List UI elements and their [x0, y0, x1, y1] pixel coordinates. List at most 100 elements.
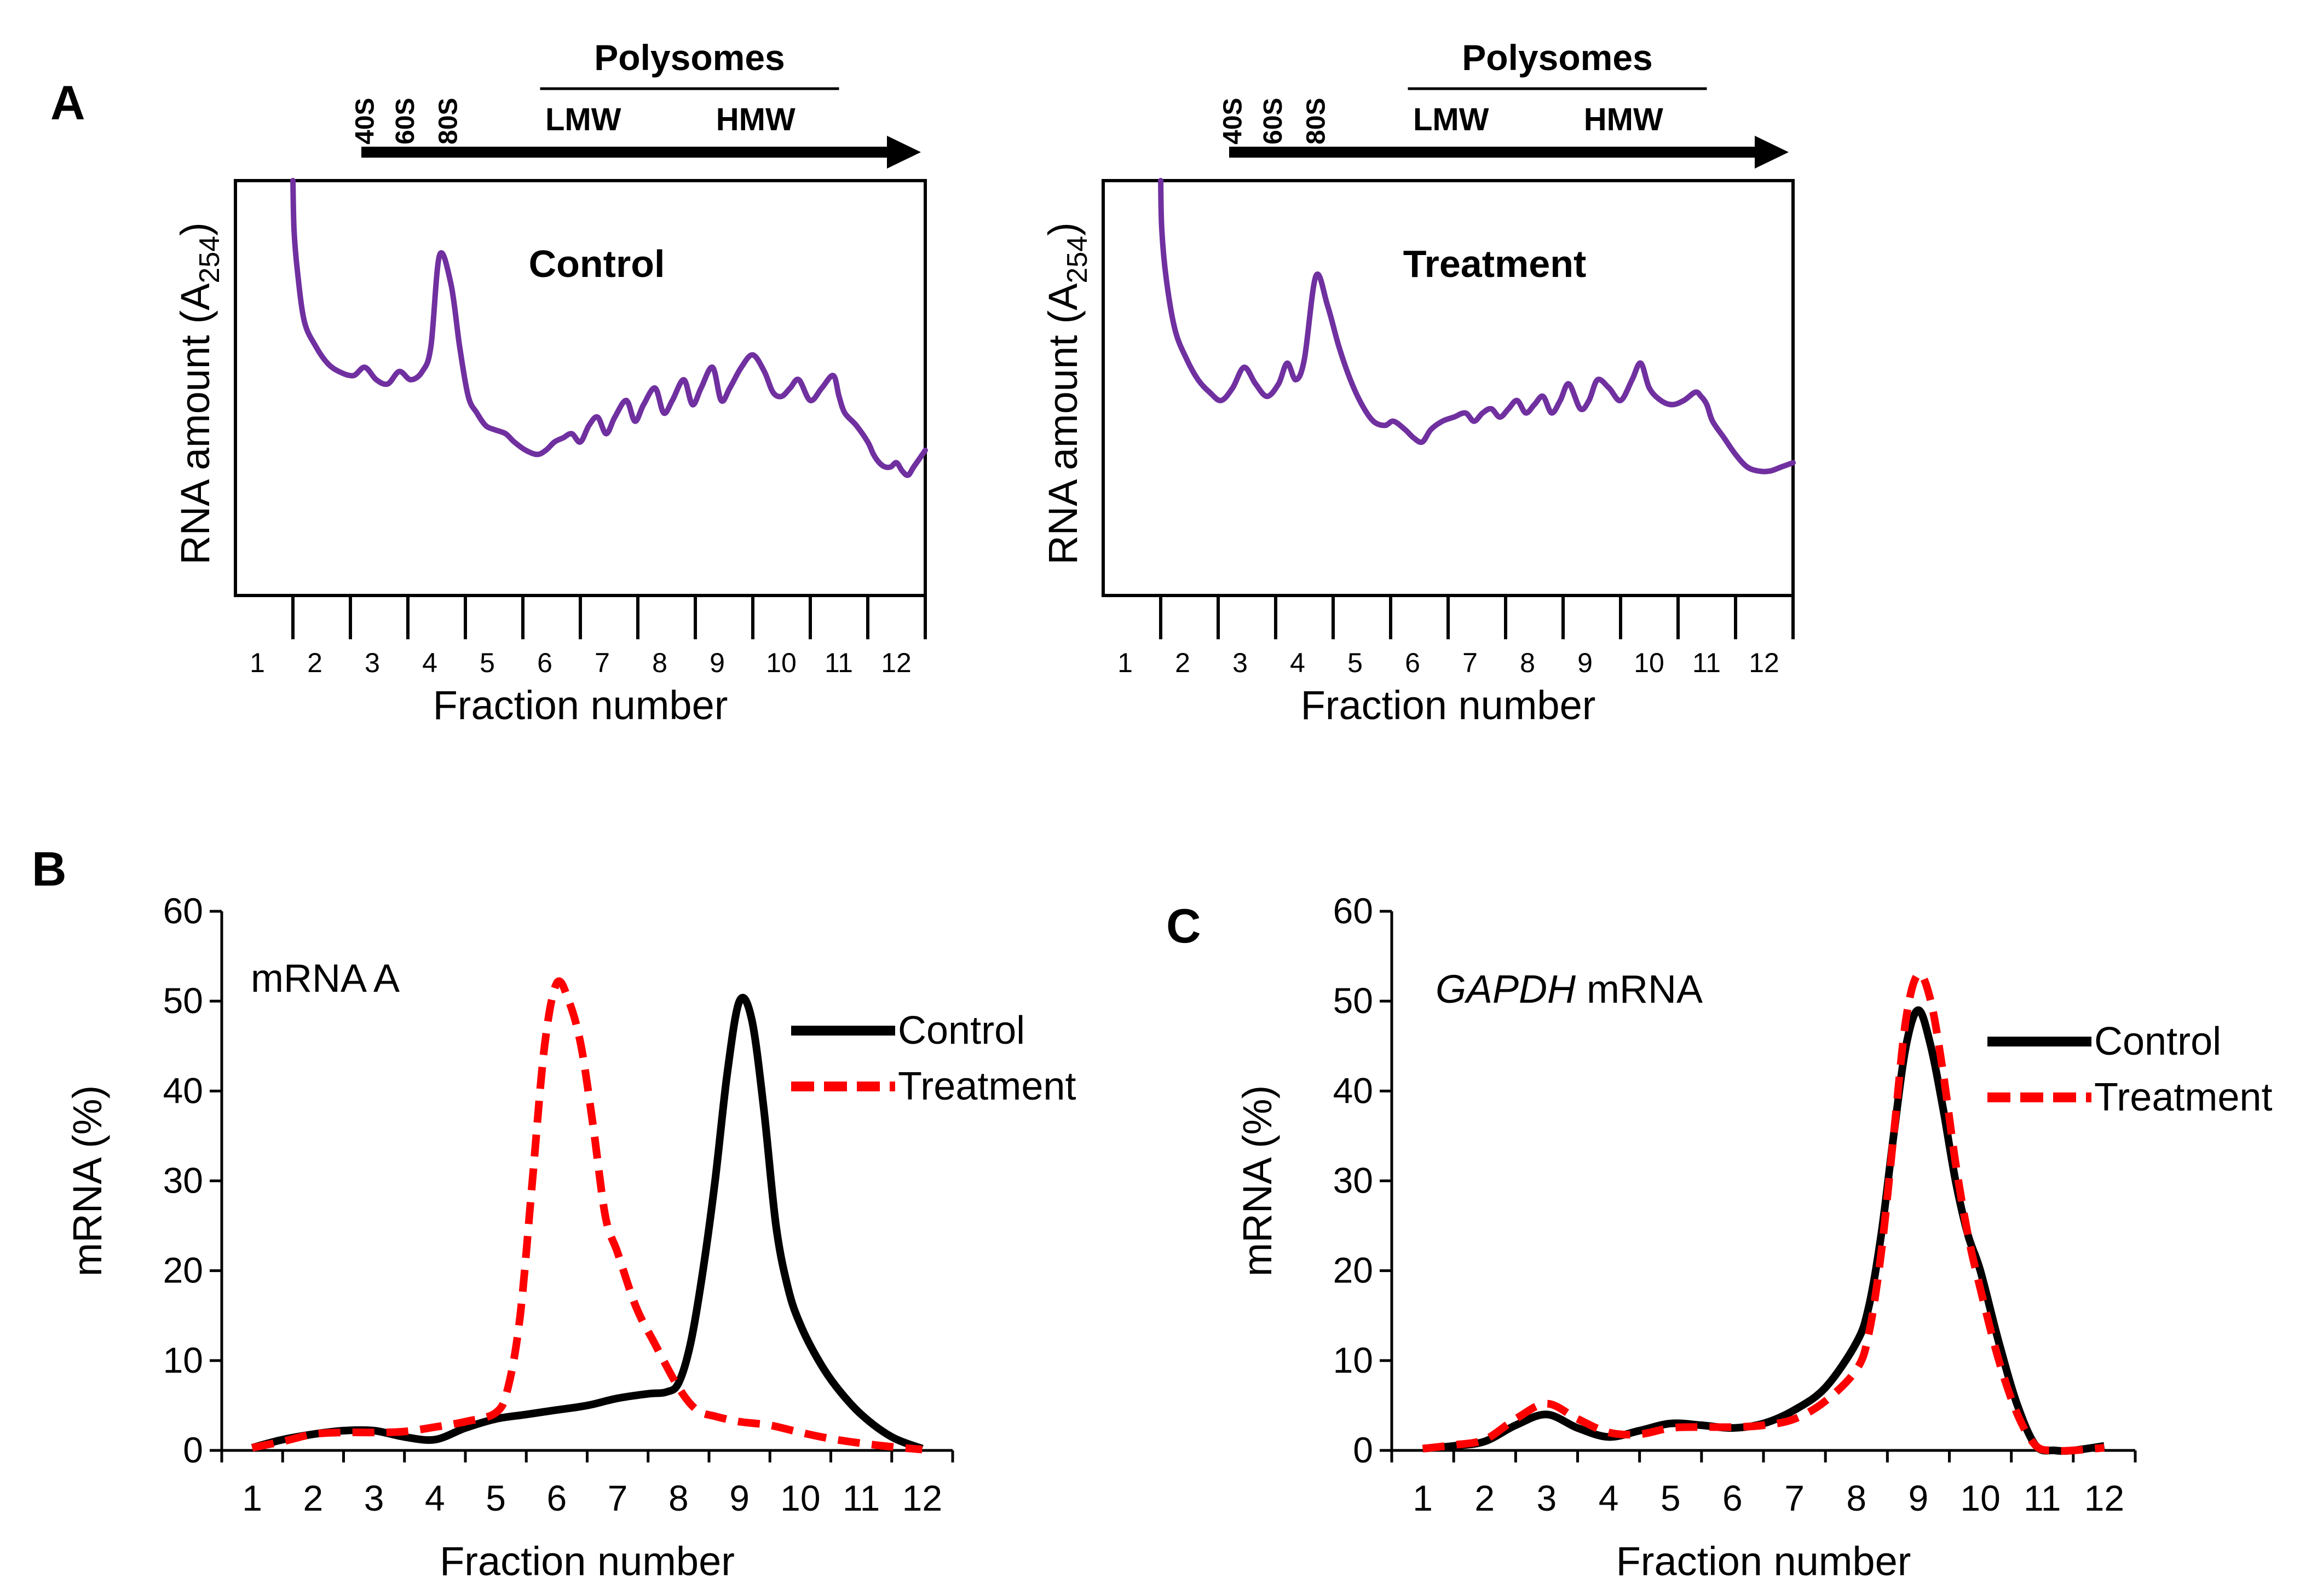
- x-tick-label: 5: [1347, 647, 1363, 678]
- chart-title-gene: GAPDH: [1436, 968, 1576, 1011]
- x-tick-label: 2: [303, 1478, 324, 1518]
- x-axis-title: Fraction number: [433, 683, 728, 728]
- y-axis-title: RNA amount (A254): [1040, 222, 1093, 565]
- absorbance-profile-line: [290, 178, 928, 478]
- polysomes-label: Polysomes: [594, 37, 785, 78]
- x-tick-label: 1: [1413, 1478, 1433, 1518]
- x-tick-label: 12: [902, 1478, 942, 1518]
- x-tick-label: 5: [1661, 1478, 1681, 1518]
- y-tick-label: 60: [1333, 890, 1373, 931]
- y-tick-label: 20: [1333, 1250, 1373, 1291]
- y-axis-title-close: ): [172, 222, 218, 236]
- chart-title: GAPDH mRNA: [1436, 968, 1703, 1011]
- x-tick-label: 11: [843, 1478, 880, 1518]
- x-tick-label: 3: [1537, 1478, 1557, 1518]
- y-tick-label: 30: [1333, 1160, 1373, 1201]
- x-tick-label: 11: [1692, 647, 1721, 678]
- y-tick-label: 50: [1333, 980, 1373, 1021]
- x-axis-title: Fraction number: [1301, 683, 1596, 728]
- legend-label-control: Control: [2094, 1020, 2221, 1063]
- x-tick-label: 11: [2024, 1478, 2061, 1518]
- y-tick-label: 50: [163, 980, 203, 1021]
- x-axis-title: Fraction number: [1616, 1539, 1911, 1584]
- y-tick-label: 40: [1333, 1070, 1373, 1111]
- y-axis-title-main: RNA amount (A: [172, 283, 218, 565]
- x-tick-label: 9: [729, 1478, 750, 1518]
- x-tick-label: 2: [1474, 1478, 1495, 1518]
- sedimentation-label: 40S: [1218, 98, 1247, 144]
- series-line-control: [251, 993, 924, 1453]
- gradient-arrow-head: [887, 136, 921, 169]
- series-line-treatment: [1422, 970, 2105, 1455]
- x-tick-label: 12: [2084, 1478, 2124, 1518]
- x-tick-label: 6: [1722, 1478, 1743, 1518]
- hmw-label: HMW: [1584, 102, 1663, 137]
- polysomes-label: Polysomes: [1462, 37, 1653, 78]
- x-tick-label: 8: [1846, 1478, 1866, 1518]
- x-tick-label: 4: [425, 1478, 445, 1518]
- x-tick-label: 3: [364, 1478, 384, 1518]
- y-tick-label: 30: [163, 1160, 203, 1201]
- y-tick-label: 20: [163, 1250, 203, 1291]
- x-tick-label: 12: [1749, 647, 1779, 678]
- x-tick-label: 10: [780, 1478, 820, 1518]
- y-axis-title-close: ): [1040, 222, 1086, 236]
- x-tick-label: 9: [1909, 1478, 1929, 1518]
- x-tick-label: 7: [595, 647, 610, 678]
- x-tick-label: 1: [242, 1478, 262, 1518]
- x-tick-label: 4: [1290, 647, 1305, 678]
- y-tick-label: 10: [1333, 1340, 1373, 1380]
- x-tick-label: 2: [1175, 647, 1190, 678]
- y-tick-label: 40: [163, 1070, 203, 1111]
- y-tick-label: 0: [183, 1430, 203, 1470]
- x-tick-label: 3: [365, 647, 380, 678]
- chart-title: mRNA A: [251, 957, 400, 1001]
- chart-title: Control: [529, 242, 665, 285]
- x-tick-label: 1: [1117, 647, 1133, 678]
- x-tick-label: 10: [766, 647, 797, 678]
- panel-letter-b: B: [32, 842, 67, 896]
- x-tick-label: 7: [608, 1478, 628, 1518]
- y-tick-label: 10: [163, 1340, 203, 1380]
- absorbance-profile-line: [1158, 178, 1796, 475]
- y-axis-title-subscript: 254: [1062, 236, 1093, 284]
- x-tick-label: 9: [710, 647, 725, 678]
- y-tick-label: 60: [163, 890, 203, 931]
- x-axis-title: Fraction number: [440, 1539, 735, 1584]
- lmw-label: LMW: [545, 102, 621, 137]
- x-tick-label: 8: [652, 647, 667, 678]
- x-tick-label: 8: [1520, 647, 1535, 678]
- x-tick-label: 10: [1634, 647, 1664, 678]
- series-line-control: [1422, 1006, 2105, 1455]
- x-tick-label: 4: [1599, 1478, 1619, 1518]
- y-axis-title: mRNA (%): [1235, 1085, 1280, 1276]
- legend-label-treatment: Treatment: [898, 1065, 1076, 1108]
- panel-letter-c: C: [1166, 899, 1201, 953]
- x-tick-label: 11: [825, 647, 853, 678]
- x-tick-label: 5: [486, 1478, 506, 1518]
- sedimentation-label: 60S: [1259, 98, 1288, 144]
- x-tick-label: 5: [480, 647, 495, 678]
- x-tick-label: 7: [1784, 1478, 1805, 1518]
- series-line-treatment: [251, 977, 923, 1454]
- x-tick-label: 6: [537, 647, 552, 678]
- x-tick-label: 6: [1405, 647, 1420, 678]
- y-axis-title: RNA amount (A254): [172, 222, 226, 565]
- sedimentation-label: 40S: [350, 98, 379, 144]
- x-tick-label: 8: [668, 1478, 689, 1518]
- lmw-label: LMW: [1413, 102, 1489, 137]
- legend-label-control: Control: [898, 1009, 1025, 1053]
- x-tick-label: 2: [307, 647, 322, 678]
- x-tick-label: 12: [881, 647, 912, 678]
- x-tick-label: 10: [1960, 1478, 2000, 1518]
- sedimentation-label: 80S: [434, 98, 463, 144]
- sedimentation-label: 80S: [1302, 98, 1331, 144]
- sedimentation-label: 60S: [391, 98, 420, 144]
- hmw-label: HMW: [716, 102, 796, 137]
- panel-letter-a: A: [50, 76, 85, 130]
